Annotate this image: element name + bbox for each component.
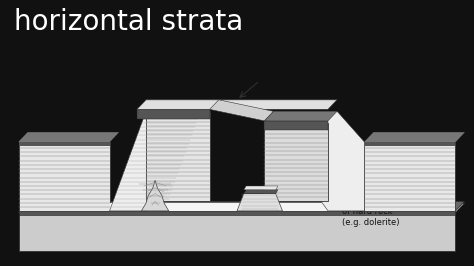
Polygon shape	[264, 111, 365, 211]
Polygon shape	[137, 100, 219, 109]
Polygon shape	[18, 132, 118, 142]
Polygon shape	[18, 213, 456, 251]
Polygon shape	[18, 201, 465, 211]
Polygon shape	[264, 123, 328, 201]
Polygon shape	[18, 142, 109, 146]
Text: Mesa (a large
flat-topped
isolated hill): Mesa (a large flat-topped isolated hill)	[246, 79, 303, 110]
Text: Resistant layer
of hard rock
(e.g. dolerite): Resistant layer of hard rock (e.g. doler…	[342, 196, 404, 227]
Polygon shape	[18, 203, 465, 213]
Text: Butte (a small
flat-topped
isolated hill): Butte (a small flat-topped isolated hill…	[292, 123, 351, 154]
Polygon shape	[18, 211, 456, 215]
Polygon shape	[365, 142, 456, 211]
Polygon shape	[137, 109, 210, 119]
Polygon shape	[210, 100, 273, 121]
Polygon shape	[137, 100, 337, 109]
Polygon shape	[244, 186, 278, 190]
Polygon shape	[264, 121, 328, 130]
Polygon shape	[146, 111, 210, 201]
Polygon shape	[365, 142, 456, 146]
Polygon shape	[18, 142, 109, 211]
Polygon shape	[109, 203, 365, 211]
Text: Pointed
butte: Pointed butte	[109, 153, 141, 173]
Polygon shape	[365, 132, 465, 142]
Text: horizontal strata: horizontal strata	[14, 8, 244, 36]
Polygon shape	[264, 111, 337, 121]
Polygon shape	[109, 111, 210, 211]
Polygon shape	[244, 190, 278, 194]
Polygon shape	[237, 194, 283, 211]
Polygon shape	[141, 180, 169, 211]
Polygon shape	[365, 132, 465, 142]
Polygon shape	[18, 132, 118, 142]
